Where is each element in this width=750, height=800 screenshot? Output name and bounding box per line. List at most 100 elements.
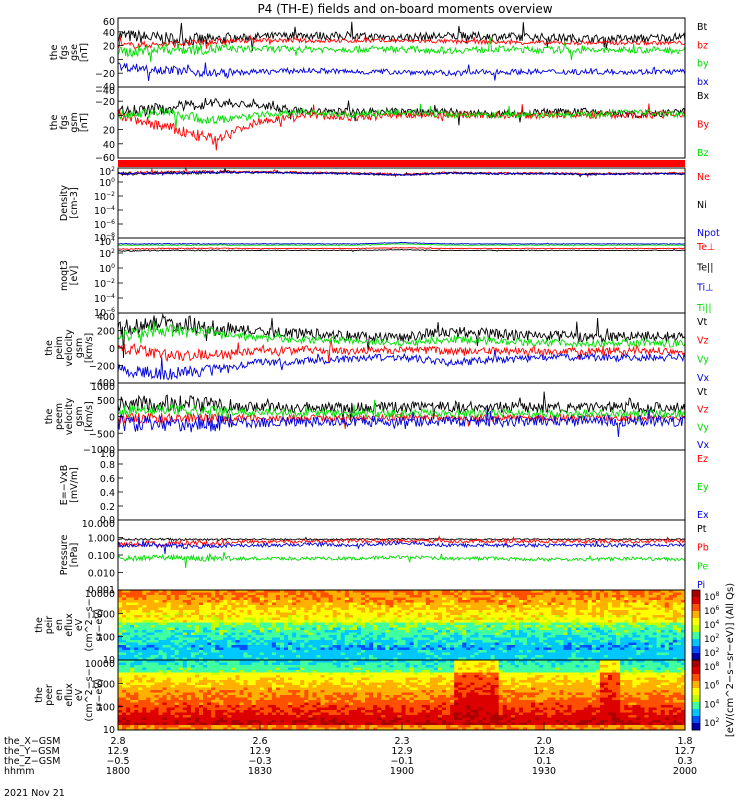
spectrogram-cell: [118, 700, 123, 703]
spectrogram-cell: [320, 595, 325, 598]
spectrogram-cell: [429, 615, 435, 618]
spectrogram-cell: [219, 682, 224, 686]
spectrogram-cell: [579, 637, 585, 641]
spectrogram-cell: [373, 645, 378, 648]
spectrogram-cell: [551, 652, 556, 656]
spectrogram-cell: [348, 650, 354, 653]
spectrogram-cell: [122, 645, 127, 648]
spectrogram-cell: [263, 627, 269, 631]
spectrogram-cell: [142, 700, 147, 703]
spectrogram-cell: [381, 642, 386, 646]
spectrogram-cell: [215, 707, 220, 711]
spectrogram-cell: [182, 602, 188, 606]
series-line-Vy: [117, 320, 686, 349]
spectrogram-cell: [267, 632, 273, 636]
spectrogram-cell: [194, 667, 200, 671]
spectrogram-cell: [280, 622, 285, 626]
spectrogram-cell: [563, 600, 568, 603]
spectrogram-cell: [381, 605, 386, 608]
spectrogram-cell: [591, 642, 597, 646]
spectrogram-cell: [174, 605, 180, 608]
spectrogram-cell: [462, 652, 467, 656]
spectrogram-cell: [352, 637, 358, 641]
y-tick-exponent: −8: [106, 232, 115, 239]
spectrogram-cell: [583, 657, 589, 661]
spectrogram-cell: [267, 637, 273, 641]
spectrogram-cell: [413, 590, 419, 593]
spectrogram-cell: [194, 727, 200, 731]
spectrogram-cell: [462, 602, 467, 606]
spectrogram-cell: [300, 610, 305, 613]
spectrogram-cell: [672, 655, 678, 658]
spectrogram-cell: [535, 592, 540, 596]
spectrogram-cell: [138, 652, 143, 656]
spectrogram-cell: [138, 670, 143, 673]
spectrogram-cell: [122, 622, 127, 626]
spectrogram-cell: [433, 647, 439, 651]
spectrogram-cell: [211, 700, 216, 703]
spectrogram-cell: [130, 632, 135, 636]
spectrogram-cell: [470, 642, 475, 646]
spectrogram-cell: [267, 597, 273, 601]
spectrogram-cell: [199, 725, 204, 728]
series-line-Ti⊥: [117, 241, 686, 246]
spectrogram-cell: [397, 592, 402, 596]
spectrogram-cell: [211, 715, 216, 718]
spectrogram-cell: [324, 615, 329, 618]
spectrogram-cell: [170, 652, 176, 656]
spectrogram-cell: [587, 642, 593, 646]
spectrogram-cell: [437, 625, 443, 628]
series-line-Npot: [117, 170, 686, 176]
spectrogram-cell: [676, 652, 682, 656]
spectrogram-cell: [478, 655, 483, 658]
spectrogram-cell: [470, 620, 475, 623]
spectrogram-cell: [146, 590, 151, 593]
spectrogram-cell: [385, 627, 390, 631]
spectrogram-cell: [551, 605, 556, 608]
spectrogram-cell: [535, 652, 540, 656]
spectrogram-cell: [158, 697, 163, 701]
y-tick-label: 1000: [91, 382, 115, 393]
spectrogram-cell: [656, 607, 662, 611]
series-line-bz: [117, 34, 686, 49]
spectrogram-cell: [620, 635, 625, 638]
spectrogram-cell: [680, 645, 686, 648]
spectrogram-cell: [150, 665, 155, 668]
spectrogram-cell: [648, 630, 653, 633]
spectrogram-cell: [551, 657, 556, 661]
spectrogram-cell: [640, 617, 645, 621]
spectrogram-cell: [328, 642, 334, 646]
spectrogram-cell: [166, 625, 172, 628]
spectrogram-cell: [446, 630, 451, 633]
spectrogram-cell: [142, 645, 147, 648]
spectrogram-cell: [664, 605, 670, 608]
spectrogram-cell: [138, 697, 143, 701]
spectrogram-cell: [239, 630, 244, 633]
spectrogram-cell: [166, 645, 172, 648]
spectrogram-cell: [571, 632, 577, 636]
spectrogram-cell: [154, 685, 159, 688]
spectrogram-cell: [539, 632, 544, 636]
spectrogram-cell: [247, 625, 253, 628]
spectrogram-cell: [563, 625, 568, 628]
spectrogram-cell: [676, 627, 682, 631]
spectrogram-cell: [365, 600, 370, 603]
spectrogram-cell: [288, 597, 293, 601]
spectrogram-cell: [490, 655, 496, 658]
spectrogram-cell: [170, 672, 176, 676]
spectrogram-cell: [401, 622, 406, 626]
spectrogram-cell: [583, 590, 589, 593]
spectrogram-cell: [506, 605, 512, 608]
spectrogram-cell: [223, 625, 228, 628]
spectrogram-cell: [389, 630, 394, 633]
spectrogram-cell: [211, 610, 216, 613]
spectrogram-cell: [158, 695, 163, 698]
colorbar-segment: [692, 635, 700, 640]
spectrogram-cell: [122, 670, 127, 673]
spectrogram-cell: [664, 657, 670, 661]
spectrogram-cell: [442, 622, 447, 626]
spectrogram-cell: [442, 632, 447, 636]
spectrogram-cell: [162, 637, 167, 641]
spectrogram-cell: [227, 702, 232, 706]
spectrogram-cell: [304, 600, 309, 603]
